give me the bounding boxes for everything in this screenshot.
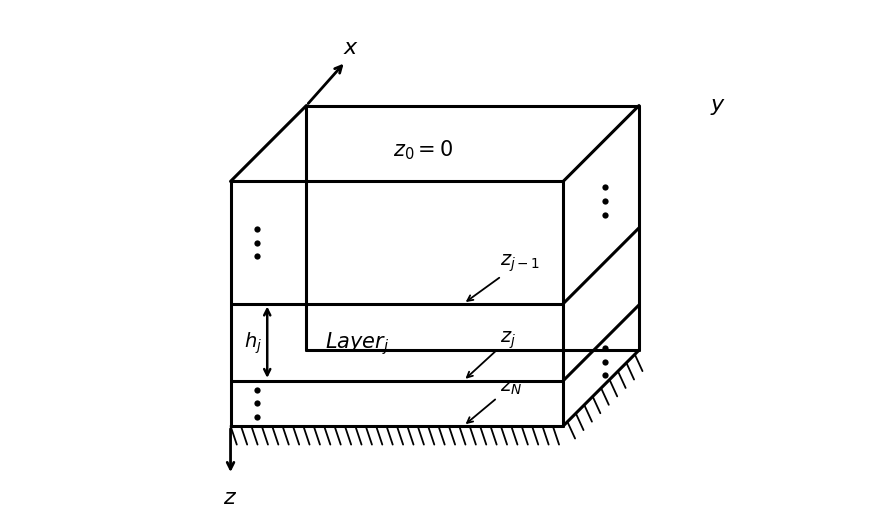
Text: $z_N$: $z_N$ [467,377,522,423]
Text: $z_{j-1}$: $z_{j-1}$ [467,252,541,301]
Text: $h_j$: $h_j$ [244,330,262,355]
Text: $\it{Layer}_j$: $\it{Layer}_j$ [325,329,389,356]
Text: $z_0 = 0$: $z_0 = 0$ [393,138,453,162]
Text: $x$: $x$ [344,38,359,58]
Text: $y$: $y$ [710,96,726,117]
Text: $z_j$: $z_j$ [467,329,516,378]
Text: $z$: $z$ [223,487,237,507]
